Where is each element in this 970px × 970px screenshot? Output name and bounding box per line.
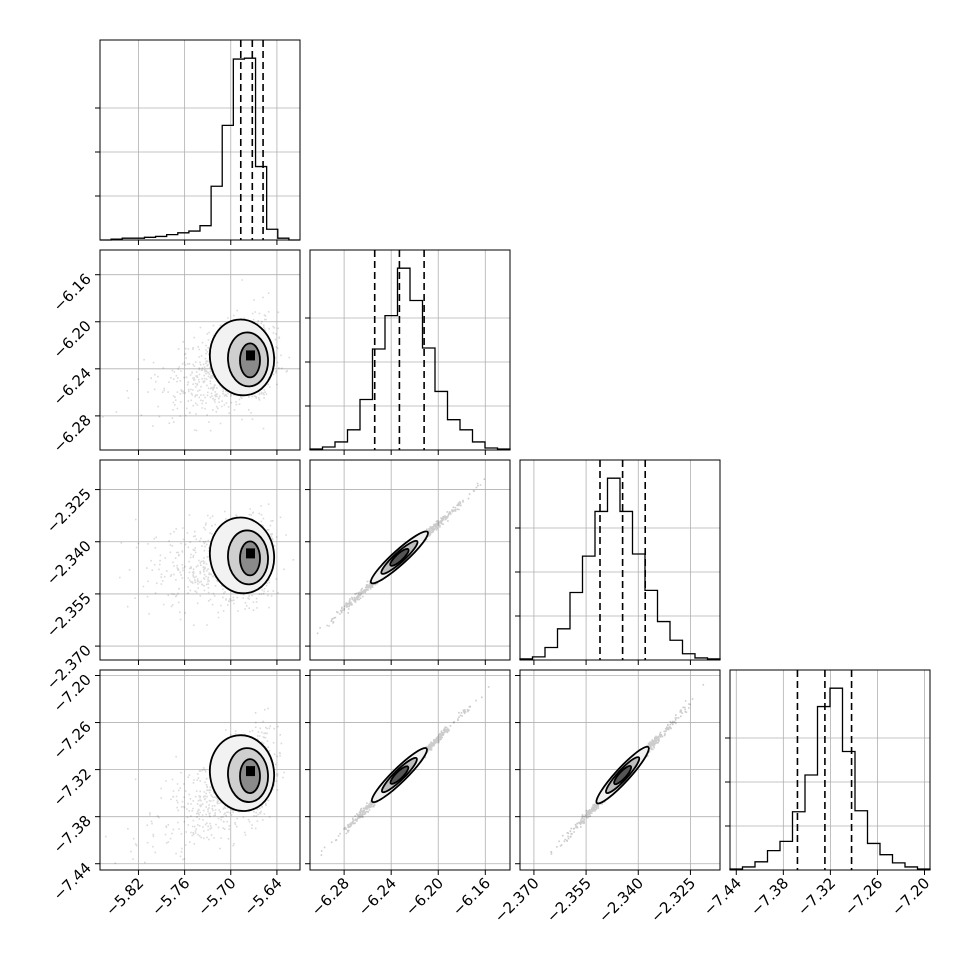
x-tick-label: −6.28 (308, 874, 353, 919)
hist-panel-1 (95, 39, 301, 241)
panel-frame (99, 459, 301, 661)
x-tick-label: −7.32 (794, 874, 839, 919)
histogram-series (519, 477, 721, 660)
x-tick-label: −5.76 (148, 874, 193, 919)
panel-frame (519, 459, 721, 661)
y-tick-label: −2.355 (43, 589, 95, 641)
x-tick-label: −2.325 (647, 874, 699, 926)
hist-panel-2 (305, 249, 511, 451)
joint-density (316, 478, 486, 635)
histogram-series (100, 57, 300, 241)
histogram-series (729, 687, 931, 870)
y-tick-label: −2.325 (43, 485, 95, 537)
x-tick-label: −6.24 (355, 874, 400, 919)
joint-density (102, 279, 291, 432)
y-tick-label: −6.16 (50, 270, 95, 315)
joint-density (320, 686, 490, 856)
joint-panel-2-4 (309, 669, 511, 871)
joint-density (105, 707, 285, 865)
x-tick-label: −7.20 (888, 874, 933, 919)
joint-panel-2-3 (309, 459, 511, 661)
y-tick-label: −6.24 (50, 364, 95, 409)
joint-density (119, 503, 295, 626)
density-peak (246, 766, 255, 777)
x-tick-label: −5.70 (194, 874, 239, 919)
y-tick-label: −6.20 (50, 317, 95, 362)
contour-inner (613, 765, 633, 786)
hist-panel-3 (515, 459, 721, 661)
histogram-series (309, 267, 511, 450)
x-tick-label: −2.340 (595, 874, 647, 926)
joint-panel-1-3 (99, 459, 301, 661)
joint-panel-3-4 (519, 669, 721, 871)
density-peak (246, 548, 255, 559)
x-tick-label: −6.20 (402, 874, 447, 919)
hist-panel-4 (725, 669, 931, 871)
x-tick-label: −6.16 (449, 874, 494, 919)
panel-frame (99, 249, 301, 451)
y-tick-label: −7.32 (50, 765, 95, 810)
x-tick-label: −5.64 (241, 874, 286, 919)
x-tick-label: −7.26 (841, 874, 886, 919)
y-tick-label: −2.340 (43, 537, 95, 589)
joint-panel-1-4 (99, 669, 301, 871)
x-tick-label: −2.370 (491, 874, 543, 926)
panel-frame (309, 459, 511, 661)
contour-inner (389, 765, 410, 785)
x-tick-label: −5.82 (102, 874, 147, 919)
y-tick-label: −6.28 (50, 411, 95, 456)
y-tick-label: −7.44 (50, 859, 95, 904)
panel-frame (99, 39, 301, 241)
panel-frame (309, 249, 511, 451)
y-tick-label: −7.38 (50, 812, 95, 857)
x-tick-label: −2.355 (543, 874, 595, 926)
y-tick-label: −7.26 (50, 718, 95, 763)
density-peak (246, 350, 255, 361)
x-tick-label: −7.38 (747, 874, 792, 919)
x-tick-label: −7.44 (700, 874, 745, 919)
joint-density (550, 684, 705, 855)
joint-panel-1-2 (99, 249, 301, 451)
contour-inner (389, 548, 410, 567)
scatter-points (105, 707, 285, 865)
